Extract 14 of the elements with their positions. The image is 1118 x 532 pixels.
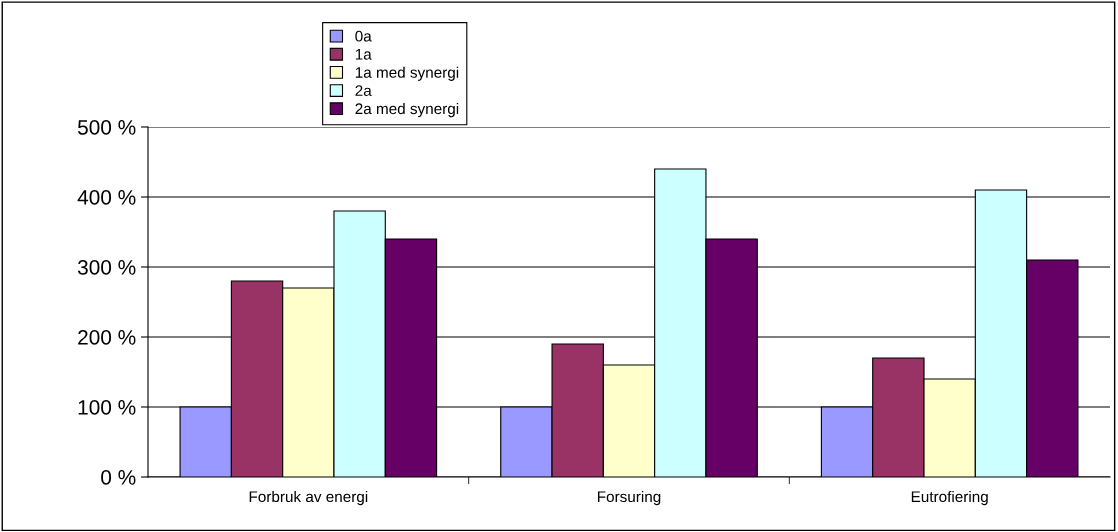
x-tick-label: Eutrofiering (911, 490, 988, 506)
y-tick-label: 200 % (78, 330, 136, 345)
y-tick-label: 300 % (77, 260, 136, 275)
x-tick-label: Forsuring (597, 490, 661, 506)
legend-label: 2a (355, 85, 372, 97)
legend-label: 1a med synergi (355, 66, 459, 81)
y-tick-label: 100 % (78, 400, 136, 415)
y-tick-label: 400 % (77, 190, 136, 205)
legend-label: 2a med synergi (355, 102, 459, 118)
x-tick-label: Forbruk av energi (249, 490, 368, 506)
legend-label: 0a (355, 30, 372, 42)
y-tick-label: 0 % (101, 470, 136, 485)
y-tick-label: 500 % (77, 120, 136, 135)
legend-label: 1a (355, 49, 372, 60)
